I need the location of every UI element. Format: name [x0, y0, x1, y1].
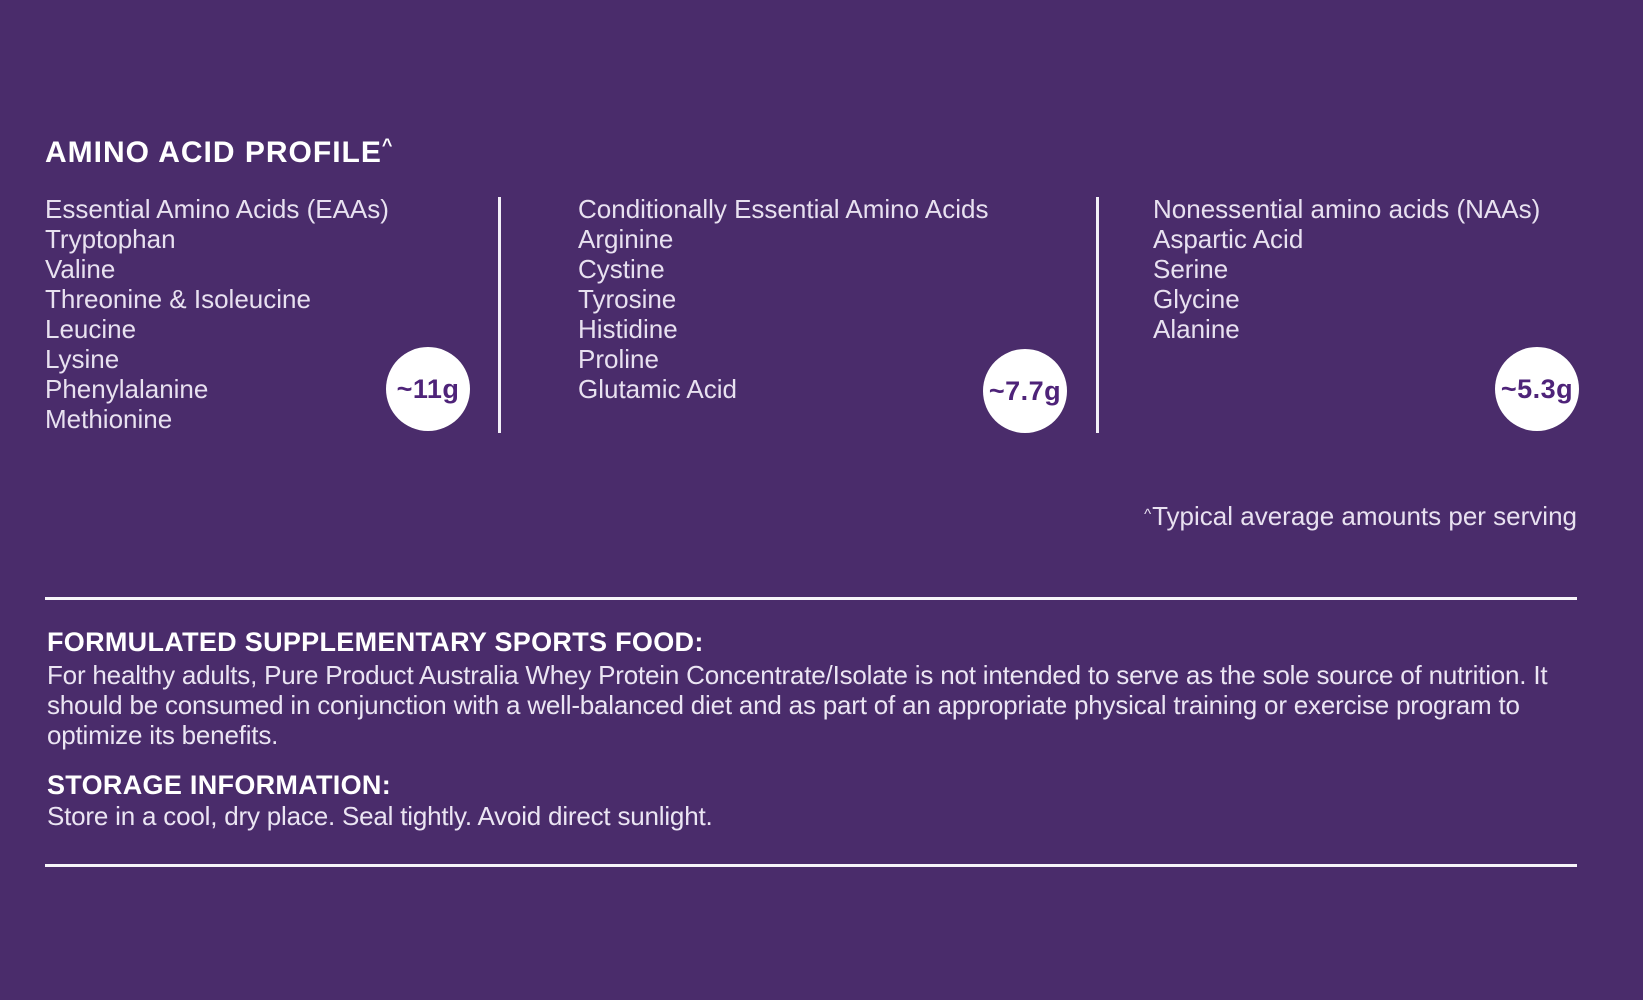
list-item: Aspartic Acid	[1153, 224, 1304, 254]
list-item: Tryptophan	[45, 224, 176, 254]
conditionally-essential-amount-badge: ~7.7g	[983, 349, 1067, 433]
storage-section-body: Store in a cool, dry place. Seal tightly…	[47, 801, 713, 831]
eaa-amount-badge: ~11g	[386, 347, 470, 431]
list-item: Arginine	[578, 224, 674, 254]
list-item: Cystine	[578, 254, 665, 284]
serving-footnote: ^Typical average amounts per serving	[1144, 501, 1577, 532]
list-item: Tyrosine	[578, 284, 677, 314]
column-conditionally-essential-amino-acids: Conditionally Essential Amino Acids Argi…	[578, 194, 988, 404]
list-item: Valine	[45, 254, 116, 284]
list-item: Glycine	[1153, 284, 1240, 314]
footnote-text: Typical average amounts per serving	[1152, 501, 1577, 531]
storage-section-heading: STORAGE INFORMATION:	[47, 770, 391, 800]
list-item: Threonine & Isoleucine	[45, 284, 311, 314]
amino-acid-profile-title: AMINO ACID PROFILE^	[45, 135, 394, 170]
list-item: Histidine	[578, 314, 678, 344]
list-item: Leucine	[45, 314, 137, 344]
horizontal-divider-top	[45, 597, 1577, 600]
list-item: Glutamic Acid	[578, 374, 737, 404]
list-item: Methionine	[45, 404, 173, 434]
formulated-section-body: For healthy adults, Pure Product Austral…	[47, 660, 1548, 750]
amino-acid-profile-title-text: AMINO ACID PROFILE	[45, 136, 382, 169]
list-item: Lysine	[45, 344, 120, 374]
column-nonessential-amino-acids: Nonessential amino acids (NAAs) Aspartic…	[1153, 194, 1540, 344]
list-item: Phenylalanine	[45, 374, 209, 404]
column-essential-amino-acids: Essential Amino Acids (EAAs) Tryptophan …	[45, 194, 389, 434]
column-header: Essential Amino Acids (EAAs)	[45, 194, 389, 224]
horizontal-divider-bottom	[45, 864, 1577, 867]
column-header: Conditionally Essential Amino Acids	[578, 194, 989, 224]
title-footnote-marker: ^	[381, 135, 394, 155]
column-divider-1	[498, 197, 501, 433]
formulated-section-heading: FORMULATED SUPPLEMENTARY SPORTS FOOD:	[47, 627, 704, 657]
list-item: Proline	[578, 344, 659, 374]
list-item: Serine	[1153, 254, 1229, 284]
column-header: Nonessential amino acids (NAAs)	[1153, 194, 1541, 224]
nonessential-amount-badge: ~5.3g	[1495, 347, 1579, 431]
column-divider-2	[1096, 197, 1099, 433]
list-item: Alanine	[1153, 314, 1240, 344]
footnote-marker: ^	[1144, 506, 1152, 523]
